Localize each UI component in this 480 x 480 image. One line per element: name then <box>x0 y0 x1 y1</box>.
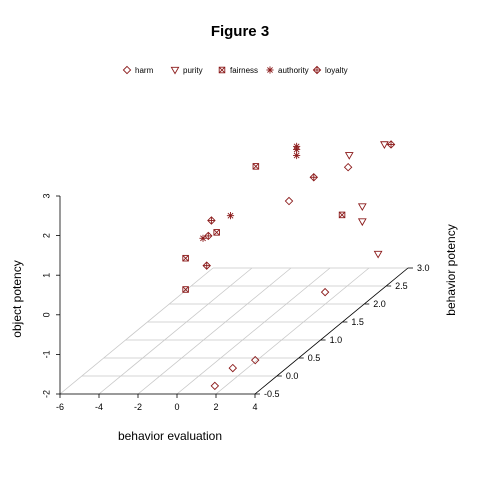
point-purity <box>374 251 381 257</box>
point-loyalty <box>203 262 210 269</box>
tick-labels: -6 -4 -2 0 2 4 -2 -1 0 1 2 3 -0.5 0.0 0.5 1.0 1.5 2.0 2.5 3… <box>41 193 429 412</box>
legend-marker-authority <box>266 66 273 73</box>
point-fairness <box>214 230 220 236</box>
z-tick-label: 2.0 <box>373 299 386 309</box>
y-tick-label: 0 <box>41 312 51 317</box>
z-tick-label: 3.0 <box>417 263 430 273</box>
legend: harm purity fairness authority loyalty <box>123 66 347 75</box>
point-harm <box>211 382 218 389</box>
y-axis-label: object potency <box>10 260 24 337</box>
point-authority <box>227 212 234 219</box>
z-tick-label: 2.5 <box>395 281 408 291</box>
point-purity <box>381 142 388 148</box>
y-tick-label: -1 <box>41 350 51 358</box>
grid-line-x <box>60 268 213 394</box>
point-loyalty <box>310 174 317 181</box>
z-tick-label: 0.0 <box>286 371 299 381</box>
y-tick-label: -2 <box>41 390 51 398</box>
point-fairness <box>183 255 189 261</box>
x-tick-label: 2 <box>213 402 218 412</box>
x-tick-label: -2 <box>134 402 142 412</box>
point-harm <box>229 364 236 371</box>
point-fairness <box>339 212 345 218</box>
point-harm <box>321 289 328 296</box>
y-tick-label: 3 <box>41 193 51 198</box>
point-harm <box>345 164 352 171</box>
plot-grid <box>60 268 408 394</box>
x-tick-label: 4 <box>252 402 257 412</box>
legend-marker-loyalty <box>313 66 320 73</box>
y-tick-label: 1 <box>41 273 51 278</box>
legend-label-fairness: fairness <box>230 66 258 75</box>
point-loyalty <box>208 217 215 224</box>
legend-label-authority: authority <box>278 66 309 75</box>
point-loyalty <box>387 141 394 148</box>
x-tick-label: -6 <box>56 402 64 412</box>
grid-line-x <box>177 268 330 394</box>
grid-line-x <box>138 268 291 394</box>
z-tick-label: 0.5 <box>308 353 321 363</box>
x-tick-label: -4 <box>95 402 103 412</box>
point-fairness <box>253 164 259 170</box>
legend-label-purity: purity <box>183 66 203 75</box>
chart-title: Figure 3 <box>211 23 269 40</box>
plot-axes <box>60 196 408 394</box>
point-harm <box>285 197 292 204</box>
z-tick-label: -0.5 <box>264 389 280 399</box>
z-axis-line <box>255 268 408 394</box>
z-tick-label: 1.5 <box>351 317 364 327</box>
z-axis-label: behavior potency <box>444 224 458 315</box>
point-purity <box>359 204 366 210</box>
point-purity <box>346 153 353 159</box>
legend-label-loyalty: loyalty <box>325 66 348 75</box>
point-authority <box>293 152 300 159</box>
legend-marker-fairness <box>219 67 225 73</box>
x-axis-label: behavior evaluation <box>118 429 222 443</box>
legend-label-harm: harm <box>135 66 154 75</box>
x-tick-label: 0 <box>174 402 179 412</box>
grid-line-x <box>99 268 252 394</box>
legend-marker-purity <box>171 67 178 73</box>
y-tick-label: 2 <box>41 233 51 238</box>
legend-marker-harm <box>123 66 130 73</box>
data-points <box>183 141 395 390</box>
point-purity <box>359 219 366 225</box>
point-fairness <box>183 287 189 293</box>
z-tick-label: 1.0 <box>330 335 343 345</box>
